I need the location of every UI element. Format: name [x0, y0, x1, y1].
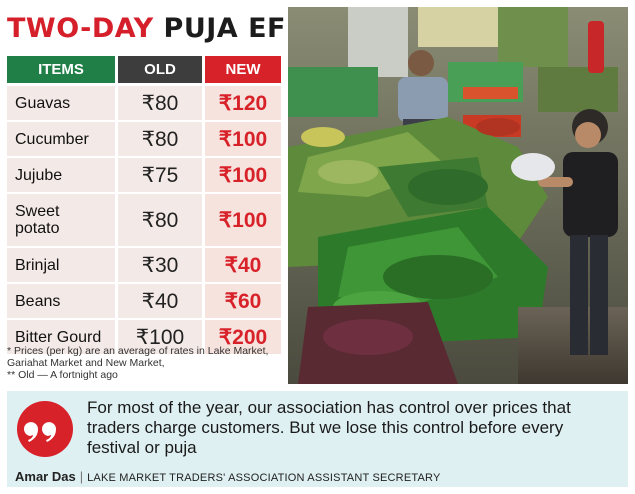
table-header-row: ITEMS OLD NEW [7, 56, 281, 83]
market-scene-illustration [288, 7, 628, 384]
table-row: Bitter Gourd ₹100 ₹200 [7, 320, 281, 354]
footnotes: * Prices (per kg) are an average of rate… [7, 345, 277, 381]
table-row: Sweet potato ₹80 ₹100 [7, 194, 281, 246]
old-price: ₹80 [118, 194, 202, 246]
table-row: Jujube ₹75 ₹100 [7, 158, 281, 192]
table-row: Guavas ₹80 ₹120 [7, 86, 281, 120]
table-row: Cucumber ₹80 ₹100 [7, 122, 281, 156]
table-row: Beans ₹40 ₹60 [7, 284, 281, 318]
item-name: Cucumber [7, 122, 115, 156]
headline-part-1: TWO-DAY [7, 13, 154, 44]
new-price: ₹100 [205, 194, 281, 246]
new-price: ₹120 [205, 86, 281, 120]
footnote-old: ** Old — A fortnight ago [7, 369, 118, 381]
price-table: ITEMS OLD NEW Guavas ₹80 ₹120 Cucumber ₹… [7, 56, 281, 356]
new-price: ₹100 [205, 158, 281, 192]
new-price: ₹60 [205, 284, 281, 318]
new-price: ₹100 [205, 122, 281, 156]
quote-mark-icon [17, 401, 73, 457]
header-items: ITEMS [7, 56, 115, 83]
footnote-prices: * Prices (per kg) are an average of rate… [7, 345, 269, 369]
old-price: ₹75 [118, 158, 202, 192]
new-price: ₹40 [205, 248, 281, 282]
item-name: Beans [7, 284, 115, 318]
item-name: Bitter Gourd [7, 320, 115, 354]
old-price: ₹30 [118, 248, 202, 282]
table-row: Brinjal ₹30 ₹40 [7, 248, 281, 282]
item-name: Brinjal [7, 248, 115, 282]
old-price: ₹40 [118, 284, 202, 318]
headline: TWO-DAY PUJA EFFECT [7, 9, 363, 49]
quote-text: For most of the year, our association ha… [87, 398, 571, 457]
quote-attribution: Amar Das | LAKE MARKET TRADERS' ASSOCIATIO… [15, 470, 440, 485]
header-new: NEW [205, 56, 281, 83]
item-name: Jujube [7, 158, 115, 192]
item-name: Sweet potato [7, 194, 115, 246]
speaker-title: LAKE MARKET TRADERS' ASSOCIATION ASSISTA… [87, 472, 441, 484]
old-price: ₹100 [118, 320, 202, 354]
quote-box: For most of the year, our association ha… [7, 391, 628, 487]
old-price: ₹80 [118, 86, 202, 120]
item-name: Guavas [7, 86, 115, 120]
new-price: ₹200 [205, 320, 281, 354]
header-old: OLD [118, 56, 202, 83]
old-price: ₹80 [118, 122, 202, 156]
vegetable-market-photo [288, 7, 628, 384]
speaker-name: Amar Das [15, 469, 76, 484]
attribution-divider: | [79, 469, 84, 484]
